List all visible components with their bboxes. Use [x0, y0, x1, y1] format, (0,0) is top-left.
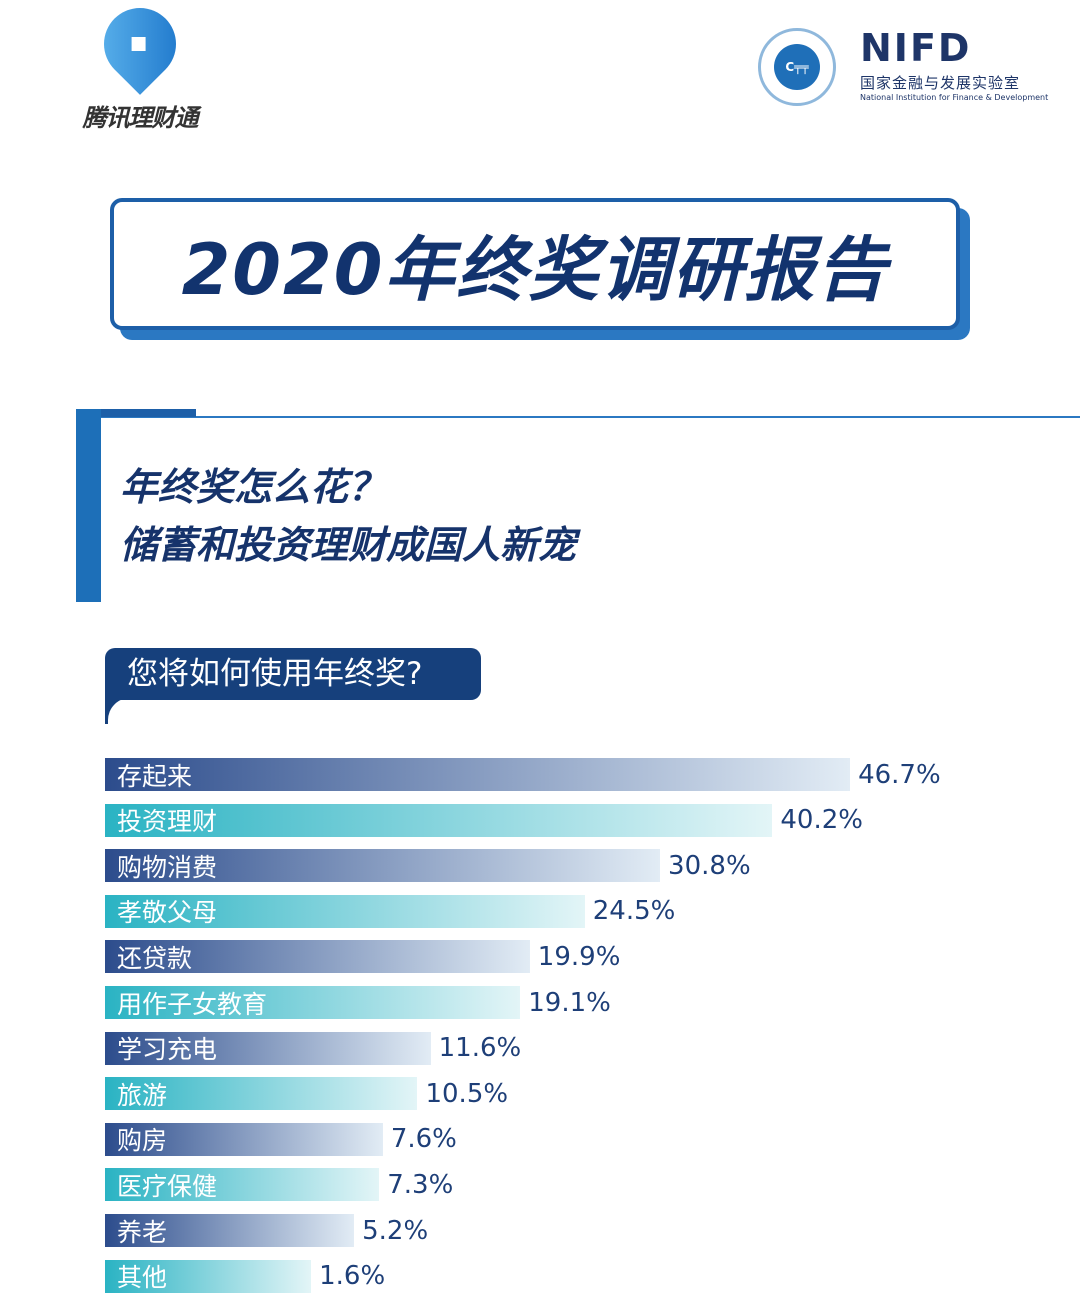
logo-name: 腾讯理财通 — [82, 104, 199, 132]
section-title: 年终奖怎么花？ 储蓄和投资理财成国人新宠 — [120, 458, 576, 574]
section-accent-bar — [76, 409, 101, 602]
nifd-en-name: National Institution for Finance & Devel… — [860, 93, 1049, 102]
value-label: 19.9% — [537, 941, 621, 972]
question-bubble-tail — [105, 698, 168, 738]
report-title: 2020年终奖调研报告 — [181, 228, 889, 311]
category-label: 投资理财 — [117, 807, 218, 837]
category-label: 还贷款 — [117, 943, 193, 973]
value-label: 1.6% — [319, 1261, 386, 1292]
tencent-licaitong-logo: 腾讯理财通 — [60, 0, 220, 133]
bar: 孝敬父母 — [105, 894, 585, 928]
value-label: 40.2% — [780, 805, 863, 836]
section-title-line2: 储蓄和投资理财成国人新宠 — [120, 523, 577, 567]
nifd-cn-name: 国家金融与发展实验室 — [860, 74, 1021, 92]
bar-row: 养老 5.2% — [105, 1214, 428, 1247]
bar-row: 投资理财 40.2% — [105, 803, 863, 837]
bar: 医疗保健 — [105, 1168, 380, 1202]
category-label: 医疗保健 — [117, 1171, 218, 1201]
value-label: 19.1% — [528, 987, 611, 1018]
value-label: 46.7% — [858, 759, 941, 790]
category-label: 孝敬父母 — [117, 898, 218, 928]
category-label: 购房 — [117, 1126, 168, 1156]
bar: 购房 — [105, 1122, 383, 1156]
category-label: 存起来 — [117, 761, 193, 791]
report-title-box: 2020年终奖调研报告 — [110, 198, 960, 330]
bar-row: 购房 7.6% — [105, 1122, 457, 1156]
value-label: 24.5% — [592, 896, 676, 927]
category-label: 用作子女教育 — [117, 989, 268, 1019]
bar: 其他 — [105, 1259, 312, 1293]
value-label: 5.2% — [362, 1215, 429, 1246]
value-label: 30.8% — [668, 850, 751, 881]
bar-row: 学习充电 11.6% — [105, 1031, 522, 1065]
value-label: 7.6% — [390, 1124, 457, 1155]
bar: 养老 — [105, 1214, 355, 1247]
bar: 存起来 — [105, 758, 851, 791]
category-label: 购物消费 — [117, 852, 218, 882]
value-label: 7.3% — [387, 1169, 454, 1200]
bar: 投资理财 — [105, 803, 773, 837]
bar-row: 用作子女教育 19.1% — [105, 986, 611, 1019]
drop-logo-icon — [89, 0, 191, 95]
question-bubble: 您将如何使用年终奖? — [105, 648, 481, 700]
bar-row: 其他 1.6% — [105, 1259, 386, 1293]
nifd-logo: NIFD 国家金融与发展实验室 National Institution for… — [860, 28, 1048, 102]
bar: 学习充电 — [105, 1031, 431, 1065]
category-label: 旅游 — [117, 1080, 168, 1110]
bar-row: 还贷款 19.9% — [105, 940, 621, 974]
value-label: 10.5% — [425, 1078, 509, 1109]
bar: 还贷款 — [105, 940, 530, 974]
bar-row: 存起来 46.7% — [105, 758, 941, 791]
bar: 旅游 — [105, 1077, 418, 1111]
category-label: 其他 — [117, 1263, 168, 1293]
section-divider — [76, 416, 1080, 418]
bar-row: 购物消费 30.8% — [105, 849, 751, 883]
category-label: 学习充电 — [117, 1035, 218, 1065]
bar: 购物消费 — [105, 849, 661, 883]
section-tab — [76, 409, 196, 417]
bar-row: 孝敬父母 24.5% — [105, 894, 676, 928]
bar-row: 医疗保健 7.3% — [105, 1168, 454, 1202]
bar-row: 旅游 10.5% — [105, 1077, 509, 1111]
nifd-wordmark: NIFD — [860, 26, 972, 70]
section-title-line1: 年终奖怎么花？ — [120, 465, 387, 509]
value-label: 11.6% — [438, 1033, 522, 1064]
category-label: 养老 — [117, 1217, 168, 1247]
bar: 用作子女教育 — [105, 986, 521, 1019]
think-tank-seal-icon: C╤╤ — [758, 28, 836, 106]
